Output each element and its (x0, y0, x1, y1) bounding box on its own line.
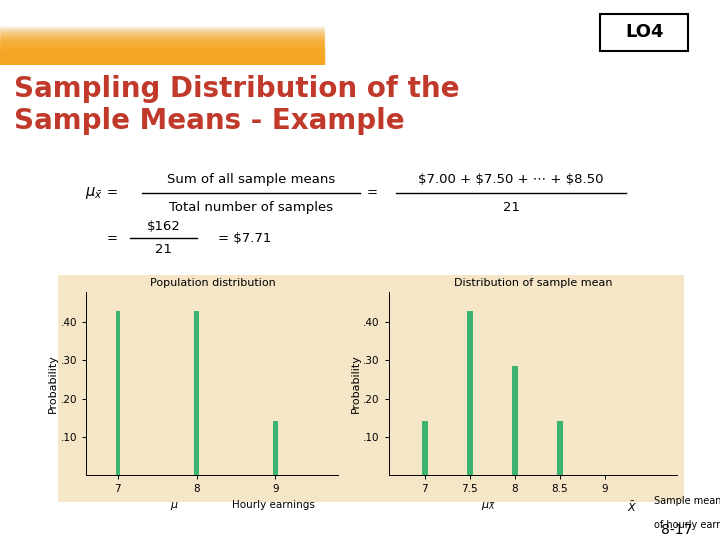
Bar (0, 15, 324, 16)
Bar (0, 56, 324, 57)
Text: $7.00 + $7.50 + ⋯ + $8.50: $7.00 + $7.50 + ⋯ + $8.50 (418, 173, 604, 186)
Title: Distribution of sample mean: Distribution of sample mean (454, 278, 612, 288)
Text: Sum of all sample means: Sum of all sample means (167, 173, 336, 186)
Bar (0, 4, 324, 5)
FancyBboxPatch shape (600, 14, 688, 51)
Text: =: = (107, 232, 117, 245)
Bar (0, 7, 324, 8)
Bar (0, 44, 324, 45)
Bar (0, 57, 324, 58)
Bar (0, 29, 324, 30)
Bar (0, 2, 324, 3)
Text: 21: 21 (503, 201, 520, 214)
Bar (0, 6, 324, 7)
Bar (0, 1, 324, 2)
Bar (0, 30, 324, 31)
Bar (0, 63, 324, 64)
Text: Sampling Distribution of the
Sample Means - Example: Sampling Distribution of the Sample Mean… (14, 75, 460, 136)
Bar (0, 64, 324, 65)
FancyBboxPatch shape (51, 273, 690, 504)
Bar (0, 61, 324, 62)
Bar (0, 39, 324, 40)
Bar (0, 31, 324, 32)
Bar (0, 18, 324, 19)
Text: Sample mean: Sample mean (654, 496, 720, 506)
Bar (0, 5, 324, 6)
Bar (0, 14, 324, 15)
Bar (0, 54, 324, 55)
Bar (0, 27, 324, 28)
Bar (422, 421, 428, 475)
Bar (0, 62, 324, 63)
Text: 21: 21 (155, 243, 172, 256)
Text: Hourly earnings: Hourly earnings (232, 500, 315, 510)
Text: of hourly earnings: of hourly earnings (654, 521, 720, 530)
Text: $\mu$: $\mu$ (170, 500, 179, 512)
Bar (0, 13, 324, 14)
Text: Total number of samples: Total number of samples (169, 201, 333, 214)
Bar (0, 0, 324, 1)
Bar (0, 45, 324, 46)
Bar (0, 20, 324, 21)
Bar (0, 49, 324, 50)
Bar (194, 311, 199, 475)
Bar (467, 311, 472, 475)
Y-axis label: Probability: Probability (48, 354, 58, 413)
Text: $\mu_{\bar{X}}$: $\mu_{\bar{X}}$ (482, 500, 496, 512)
FancyBboxPatch shape (52, 156, 668, 271)
Bar (0, 33, 324, 35)
Bar (512, 366, 518, 475)
Text: =: = (107, 186, 117, 199)
Text: = $7.71: = $7.71 (218, 232, 271, 245)
Bar (0, 42, 324, 43)
Bar (0, 28, 324, 29)
Title: Population distribution: Population distribution (150, 278, 275, 288)
Bar (0, 21, 324, 22)
Bar (0, 58, 324, 59)
Bar (0, 8, 324, 9)
Bar (0, 19, 324, 20)
Text: =: = (366, 186, 377, 199)
Bar (0, 53, 324, 54)
Bar (0, 25, 324, 26)
Bar (0, 43, 324, 44)
Text: 8-17: 8-17 (661, 523, 693, 537)
Bar (0, 37, 324, 38)
Bar (0, 55, 324, 56)
Bar (0, 23, 324, 24)
Bar (0, 38, 324, 39)
Bar (0, 3, 324, 4)
Bar (0, 59, 324, 60)
Bar (0, 10, 324, 11)
Text: LO4: LO4 (625, 23, 664, 42)
Text: $162: $162 (146, 220, 181, 233)
Y-axis label: Probability: Probability (351, 354, 361, 413)
Bar (557, 421, 562, 475)
Bar (0, 22, 324, 23)
Bar (0, 11, 324, 12)
Bar (0, 16, 324, 17)
Bar (0, 35, 324, 36)
Bar (0, 60, 324, 61)
Bar (115, 311, 120, 475)
Bar (0, 51, 324, 52)
Bar (0, 48, 324, 49)
Bar (273, 421, 278, 475)
Text: $\mu_{\bar{x}}$: $\mu_{\bar{x}}$ (85, 185, 103, 201)
Bar (0, 9, 324, 10)
Text: $\bar{X}$: $\bar{X}$ (627, 500, 638, 514)
Bar (0, 46, 324, 48)
Bar (0, 41, 324, 42)
Bar (0, 24, 324, 25)
Bar (0, 26, 324, 27)
Bar (0, 12, 324, 13)
Bar (0, 36, 324, 37)
Bar (0, 40, 324, 41)
Bar (0, 52, 324, 53)
Bar (0, 50, 324, 51)
Bar (0, 17, 324, 18)
Bar (0, 32, 324, 33)
